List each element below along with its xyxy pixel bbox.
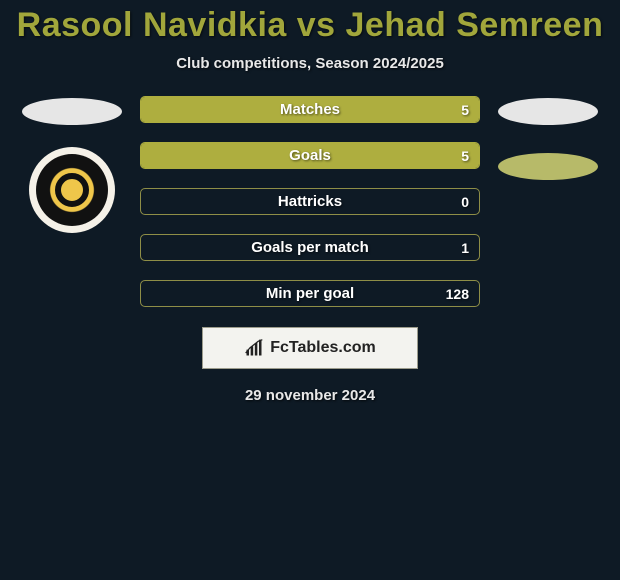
stat-bar: Goals per match1: [140, 234, 480, 261]
comparison-card: Rasool Navidkia vs Jehad Semreen Club co…: [0, 0, 620, 404]
page-title: Rasool Navidkia vs Jehad Semreen: [0, 6, 620, 45]
left-column: [22, 96, 122, 233]
brand-text: FcTables.com: [270, 339, 376, 357]
subtitle: Club competitions, Season 2024/2025: [0, 55, 620, 72]
stat-bar-value: 0: [461, 194, 469, 210]
player-right-ellipse-2: [498, 153, 598, 180]
player-right-ellipse-1: [498, 98, 598, 125]
club-badge-inner: [36, 154, 108, 226]
stat-bar: Hattricks0: [140, 188, 480, 215]
stat-bar: Goals5: [140, 142, 480, 169]
stat-bar-label: Hattricks: [141, 193, 479, 210]
stat-bar: Min per goal128: [140, 280, 480, 307]
club-badge-left: [29, 147, 115, 233]
stat-bar-label: Min per goal: [141, 285, 479, 302]
stat-bar-value: 1: [461, 240, 469, 256]
club-badge-core: [55, 173, 89, 207]
brand-box: FcTables.com: [202, 327, 418, 369]
stat-bar-label: Goals: [141, 147, 479, 164]
stat-bar-label: Goals per match: [141, 239, 479, 256]
chart-icon: [244, 338, 264, 358]
stat-bars: Matches5Goals5Hattricks0Goals per match1…: [140, 96, 480, 307]
stat-bar-value: 5: [461, 102, 469, 118]
footer-date: 29 november 2024: [0, 387, 620, 404]
main-row: Matches5Goals5Hattricks0Goals per match1…: [0, 96, 620, 307]
right-column: [498, 96, 598, 180]
player-left-ellipse: [22, 98, 122, 125]
stat-bar: Matches5: [140, 96, 480, 123]
stat-bar-value: 5: [461, 148, 469, 164]
stat-bar-label: Matches: [141, 101, 479, 118]
stat-bar-value: 128: [446, 286, 469, 302]
